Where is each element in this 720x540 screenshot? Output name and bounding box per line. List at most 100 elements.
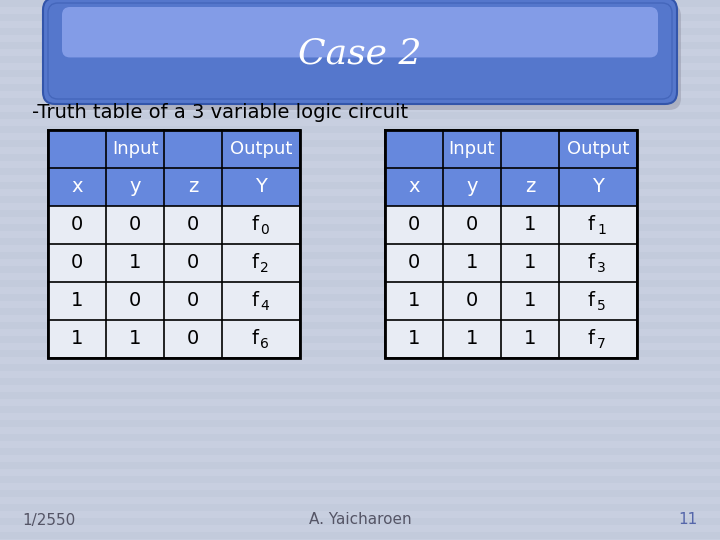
- Bar: [0, 56, 720, 63]
- Text: 7: 7: [597, 337, 606, 351]
- Text: 1: 1: [524, 253, 536, 273]
- Text: f: f: [251, 253, 258, 273]
- Text: f: f: [588, 329, 595, 348]
- FancyBboxPatch shape: [62, 7, 658, 57]
- Text: f: f: [251, 215, 258, 234]
- Text: 0: 0: [129, 292, 141, 310]
- Bar: [0, 154, 720, 161]
- Bar: [0, 238, 720, 245]
- Bar: [0, 476, 720, 483]
- Bar: [0, 98, 720, 105]
- Bar: [385, 282, 637, 320]
- Bar: [0, 532, 720, 539]
- Text: 1: 1: [71, 292, 84, 310]
- Bar: [0, 112, 720, 119]
- Bar: [0, 210, 720, 217]
- Text: z: z: [188, 178, 198, 197]
- Bar: [48, 206, 300, 244]
- Text: Output: Output: [230, 140, 292, 158]
- Bar: [385, 320, 637, 358]
- Bar: [0, 490, 720, 497]
- Text: 1: 1: [524, 329, 536, 348]
- Text: Input: Input: [112, 140, 158, 158]
- Text: f: f: [251, 292, 258, 310]
- Bar: [0, 280, 720, 287]
- Text: f: f: [588, 215, 595, 234]
- Text: 1: 1: [597, 223, 606, 237]
- Bar: [385, 244, 637, 282]
- Text: f: f: [588, 292, 595, 310]
- Bar: [0, 420, 720, 427]
- Bar: [0, 518, 720, 525]
- Text: Y: Y: [255, 178, 267, 197]
- Bar: [385, 168, 637, 206]
- Text: Case 2: Case 2: [298, 36, 422, 70]
- Text: 1/2550: 1/2550: [22, 512, 76, 528]
- Bar: [0, 448, 720, 455]
- Text: 4: 4: [260, 299, 269, 313]
- Text: 1: 1: [408, 329, 420, 348]
- Bar: [48, 244, 300, 282]
- Text: f: f: [251, 329, 258, 348]
- Bar: [0, 28, 720, 35]
- Text: 0: 0: [408, 215, 420, 234]
- Bar: [0, 266, 720, 273]
- Text: 0: 0: [129, 215, 141, 234]
- Text: 0: 0: [187, 215, 199, 234]
- Text: 1: 1: [71, 329, 84, 348]
- Bar: [0, 294, 720, 301]
- Text: -Truth table of a 3 variable logic circuit: -Truth table of a 3 variable logic circu…: [32, 103, 408, 122]
- Text: 2: 2: [260, 261, 269, 275]
- Bar: [0, 406, 720, 413]
- Text: x: x: [408, 178, 420, 197]
- FancyBboxPatch shape: [47, 4, 681, 110]
- Bar: [0, 224, 720, 231]
- Text: z: z: [525, 178, 535, 197]
- Bar: [0, 322, 720, 329]
- Text: 3: 3: [597, 261, 606, 275]
- Text: f: f: [588, 253, 595, 273]
- Text: y: y: [130, 178, 140, 197]
- Text: 0: 0: [466, 292, 478, 310]
- Text: 1: 1: [408, 292, 420, 310]
- Text: 0: 0: [71, 253, 83, 273]
- Text: 1: 1: [466, 253, 478, 273]
- Text: 1: 1: [524, 215, 536, 234]
- Bar: [0, 378, 720, 385]
- Text: A. Yaicharoen: A. Yaicharoen: [309, 512, 411, 528]
- Text: 1: 1: [129, 253, 141, 273]
- FancyBboxPatch shape: [43, 0, 677, 104]
- Text: x: x: [71, 178, 83, 197]
- Text: 5: 5: [597, 299, 606, 313]
- Text: Y: Y: [592, 178, 604, 197]
- Bar: [0, 42, 720, 49]
- Bar: [385, 130, 637, 358]
- Bar: [0, 126, 720, 133]
- Text: 0: 0: [187, 292, 199, 310]
- Text: 0: 0: [408, 253, 420, 273]
- Bar: [0, 14, 720, 21]
- Text: 11: 11: [679, 512, 698, 528]
- Bar: [0, 182, 720, 189]
- Bar: [48, 282, 300, 320]
- Text: 1: 1: [129, 329, 141, 348]
- Bar: [0, 0, 720, 7]
- Bar: [0, 196, 720, 203]
- Bar: [0, 364, 720, 371]
- Bar: [48, 130, 300, 358]
- Bar: [0, 392, 720, 399]
- Text: Input: Input: [449, 140, 495, 158]
- Bar: [385, 206, 637, 244]
- Bar: [0, 70, 720, 77]
- Text: 0: 0: [260, 223, 269, 237]
- Text: y: y: [467, 178, 478, 197]
- Text: 6: 6: [260, 337, 269, 351]
- Bar: [48, 320, 300, 358]
- Text: 0: 0: [187, 253, 199, 273]
- Text: 1: 1: [466, 329, 478, 348]
- Bar: [0, 504, 720, 511]
- Bar: [385, 130, 637, 168]
- Text: 0: 0: [466, 215, 478, 234]
- Bar: [0, 252, 720, 259]
- Bar: [0, 350, 720, 357]
